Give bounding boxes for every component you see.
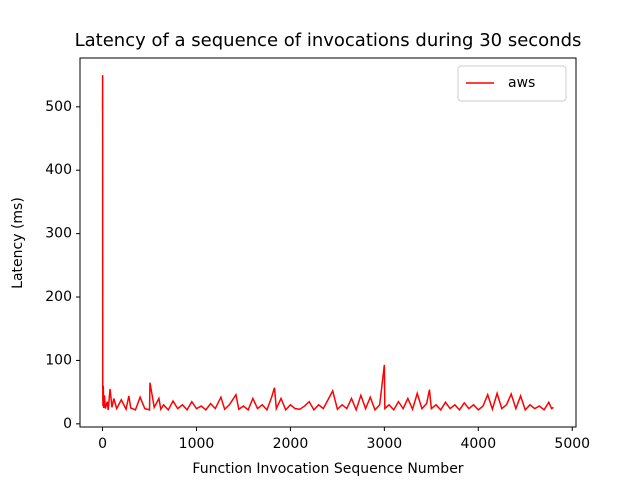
- x-tick-label: 3000: [367, 436, 403, 452]
- x-tick-label: 1000: [179, 436, 215, 452]
- x-tick-label: 5000: [554, 436, 590, 452]
- data-line: [101, 75, 554, 413]
- legend-box: [457, 65, 567, 102]
- y-axis-label: Latency (ms): [10, 197, 26, 289]
- y-tick-label: 200: [45, 289, 72, 305]
- x-axis-label: Function Invocation Sequence Number: [192, 461, 463, 477]
- y-tick-label: 400: [45, 162, 72, 178]
- x-tick-label: 0: [98, 436, 107, 452]
- chart-title: Latency of a sequence of invocations dur…: [75, 30, 582, 51]
- y-tick-label: 0: [63, 416, 72, 432]
- y-tick-label: 500: [45, 99, 72, 115]
- x-tick-label: 2000: [273, 436, 309, 452]
- y-tick-label: 300: [45, 226, 72, 242]
- x-tick-label: 4000: [460, 436, 496, 452]
- y-tick-label: 100: [45, 352, 72, 368]
- plot-frame: [79, 57, 577, 428]
- legend-label: aws: [508, 75, 535, 91]
